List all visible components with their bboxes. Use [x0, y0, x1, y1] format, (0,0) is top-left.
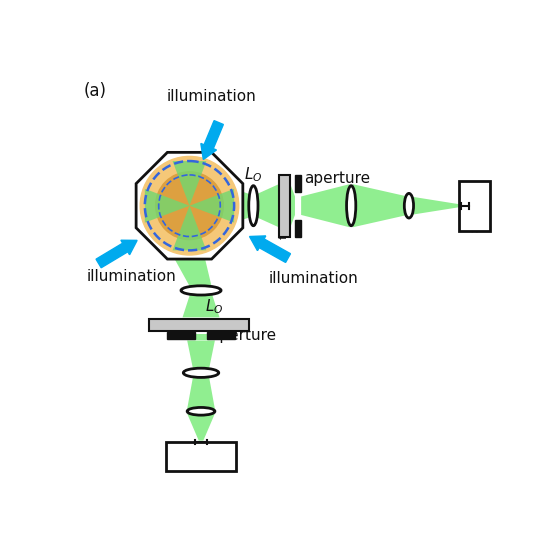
Text: $L_O$: $L_O$ [244, 165, 262, 184]
Polygon shape [145, 189, 189, 222]
Text: illumination: illumination [166, 90, 256, 104]
Polygon shape [173, 161, 206, 206]
Text: illumination: illumination [269, 272, 359, 286]
Polygon shape [136, 152, 243, 259]
Polygon shape [189, 189, 234, 222]
Polygon shape [290, 184, 295, 227]
Bar [459, 181, 490, 231]
Text: filter wheel: filter wheel [166, 319, 232, 332]
Polygon shape [187, 375, 215, 409]
Bar [295, 220, 301, 237]
Bar [148, 319, 249, 331]
Text: filter wheel: filter wheel [279, 176, 289, 239]
Polygon shape [301, 184, 350, 227]
Ellipse shape [346, 186, 356, 226]
Text: aperture: aperture [210, 328, 277, 343]
Text: sCMOS: sCMOS [175, 449, 227, 464]
Polygon shape [353, 184, 408, 227]
Text: $L_O$: $L_O$ [205, 298, 223, 316]
Polygon shape [173, 206, 206, 251]
FancyArrow shape [250, 236, 290, 262]
Polygon shape [174, 258, 212, 287]
Bar [166, 442, 236, 471]
FancyArrow shape [201, 120, 223, 159]
Bar [207, 332, 235, 339]
Polygon shape [255, 184, 279, 227]
Circle shape [156, 172, 223, 240]
Text: (a): (a) [84, 82, 107, 100]
Ellipse shape [404, 193, 414, 218]
Text: illumination: illumination [87, 269, 177, 284]
Polygon shape [183, 331, 219, 332]
Polygon shape [239, 190, 252, 221]
Polygon shape [410, 197, 459, 215]
Polygon shape [187, 340, 215, 370]
Bar [167, 332, 195, 339]
Polygon shape [194, 334, 209, 340]
Polygon shape [187, 414, 215, 441]
Ellipse shape [181, 286, 221, 295]
Text: aperture: aperture [304, 171, 370, 186]
Ellipse shape [183, 368, 219, 377]
Ellipse shape [249, 186, 258, 226]
Bar [295, 175, 301, 192]
Text: sCMOS: sCMOS [468, 183, 481, 232]
Bar [279, 175, 290, 237]
Polygon shape [183, 294, 219, 318]
Circle shape [140, 157, 239, 255]
Ellipse shape [187, 408, 215, 415]
FancyArrow shape [96, 240, 137, 268]
